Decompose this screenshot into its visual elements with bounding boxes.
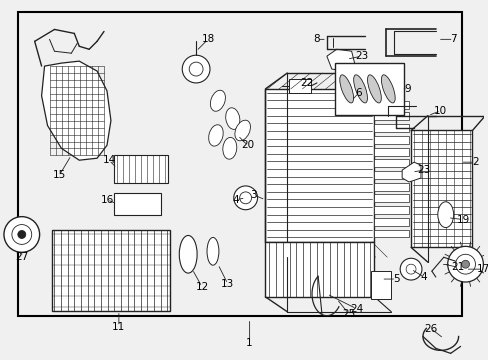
Bar [114, 193, 161, 215]
Text: 12: 12 [195, 282, 208, 292]
Text: 25: 25 [341, 309, 355, 319]
Polygon shape [401, 162, 420, 182]
Bar [374, 230, 408, 238]
Bar [374, 206, 408, 214]
Text: 19: 19 [456, 215, 469, 225]
Bar [371, 271, 390, 299]
Bar [374, 183, 408, 191]
Ellipse shape [234, 120, 250, 141]
Text: 24: 24 [349, 304, 363, 314]
Text: 13: 13 [221, 279, 234, 289]
Circle shape [189, 62, 203, 76]
Text: 15: 15 [53, 170, 66, 180]
Bar [374, 112, 408, 120]
Ellipse shape [225, 108, 240, 129]
Bar [114, 155, 168, 183]
Text: 11: 11 [112, 321, 125, 332]
Text: 7: 7 [449, 34, 456, 44]
Ellipse shape [339, 75, 353, 103]
Circle shape [461, 260, 468, 268]
Polygon shape [326, 49, 354, 71]
Bar [374, 101, 408, 109]
Circle shape [12, 225, 32, 244]
Text: 10: 10 [433, 106, 447, 116]
Bar [51, 230, 170, 311]
Text: 8: 8 [313, 34, 320, 44]
Bar [374, 171, 408, 179]
Text: 23: 23 [354, 51, 367, 61]
Text: 2: 2 [471, 157, 478, 167]
Text: 1: 1 [246, 338, 252, 348]
Ellipse shape [206, 238, 219, 265]
Text: 21: 21 [450, 262, 463, 272]
Text: 3: 3 [250, 190, 256, 200]
Text: 23: 23 [416, 165, 430, 175]
Ellipse shape [437, 202, 453, 228]
Ellipse shape [208, 125, 223, 146]
Bar [265, 242, 374, 297]
Text: 20: 20 [241, 140, 254, 150]
Circle shape [233, 186, 257, 210]
Text: 18: 18 [201, 34, 214, 44]
Text: 6: 6 [354, 88, 361, 98]
Circle shape [18, 230, 26, 238]
Bar [374, 194, 408, 202]
Bar [374, 218, 408, 226]
Circle shape [4, 217, 40, 252]
Text: 4: 4 [420, 272, 427, 282]
Text: 14: 14 [102, 155, 115, 165]
Bar [374, 124, 408, 132]
Ellipse shape [381, 75, 394, 103]
Circle shape [455, 254, 474, 274]
Text: 26: 26 [424, 324, 437, 334]
Text: 16: 16 [100, 195, 113, 205]
Circle shape [447, 246, 483, 282]
Text: 5: 5 [392, 274, 399, 284]
Bar [288, 79, 310, 93]
Bar [374, 136, 408, 144]
Polygon shape [41, 61, 111, 160]
Ellipse shape [179, 235, 197, 273]
Ellipse shape [223, 138, 236, 159]
Circle shape [406, 264, 415, 274]
Circle shape [399, 258, 421, 280]
Text: 27: 27 [15, 252, 28, 262]
Ellipse shape [210, 90, 225, 111]
Text: 4: 4 [232, 195, 239, 205]
Bar [334, 63, 403, 114]
Bar [374, 148, 408, 156]
Bar [410, 130, 471, 247]
Bar [265, 89, 374, 242]
Ellipse shape [353, 75, 366, 103]
Circle shape [239, 192, 251, 204]
Ellipse shape [367, 75, 381, 103]
Bar [18, 12, 461, 316]
Bar [374, 159, 408, 167]
Text: 22: 22 [300, 78, 313, 88]
Text: 17: 17 [476, 264, 488, 274]
Text: 9: 9 [404, 84, 410, 94]
Circle shape [182, 55, 209, 83]
